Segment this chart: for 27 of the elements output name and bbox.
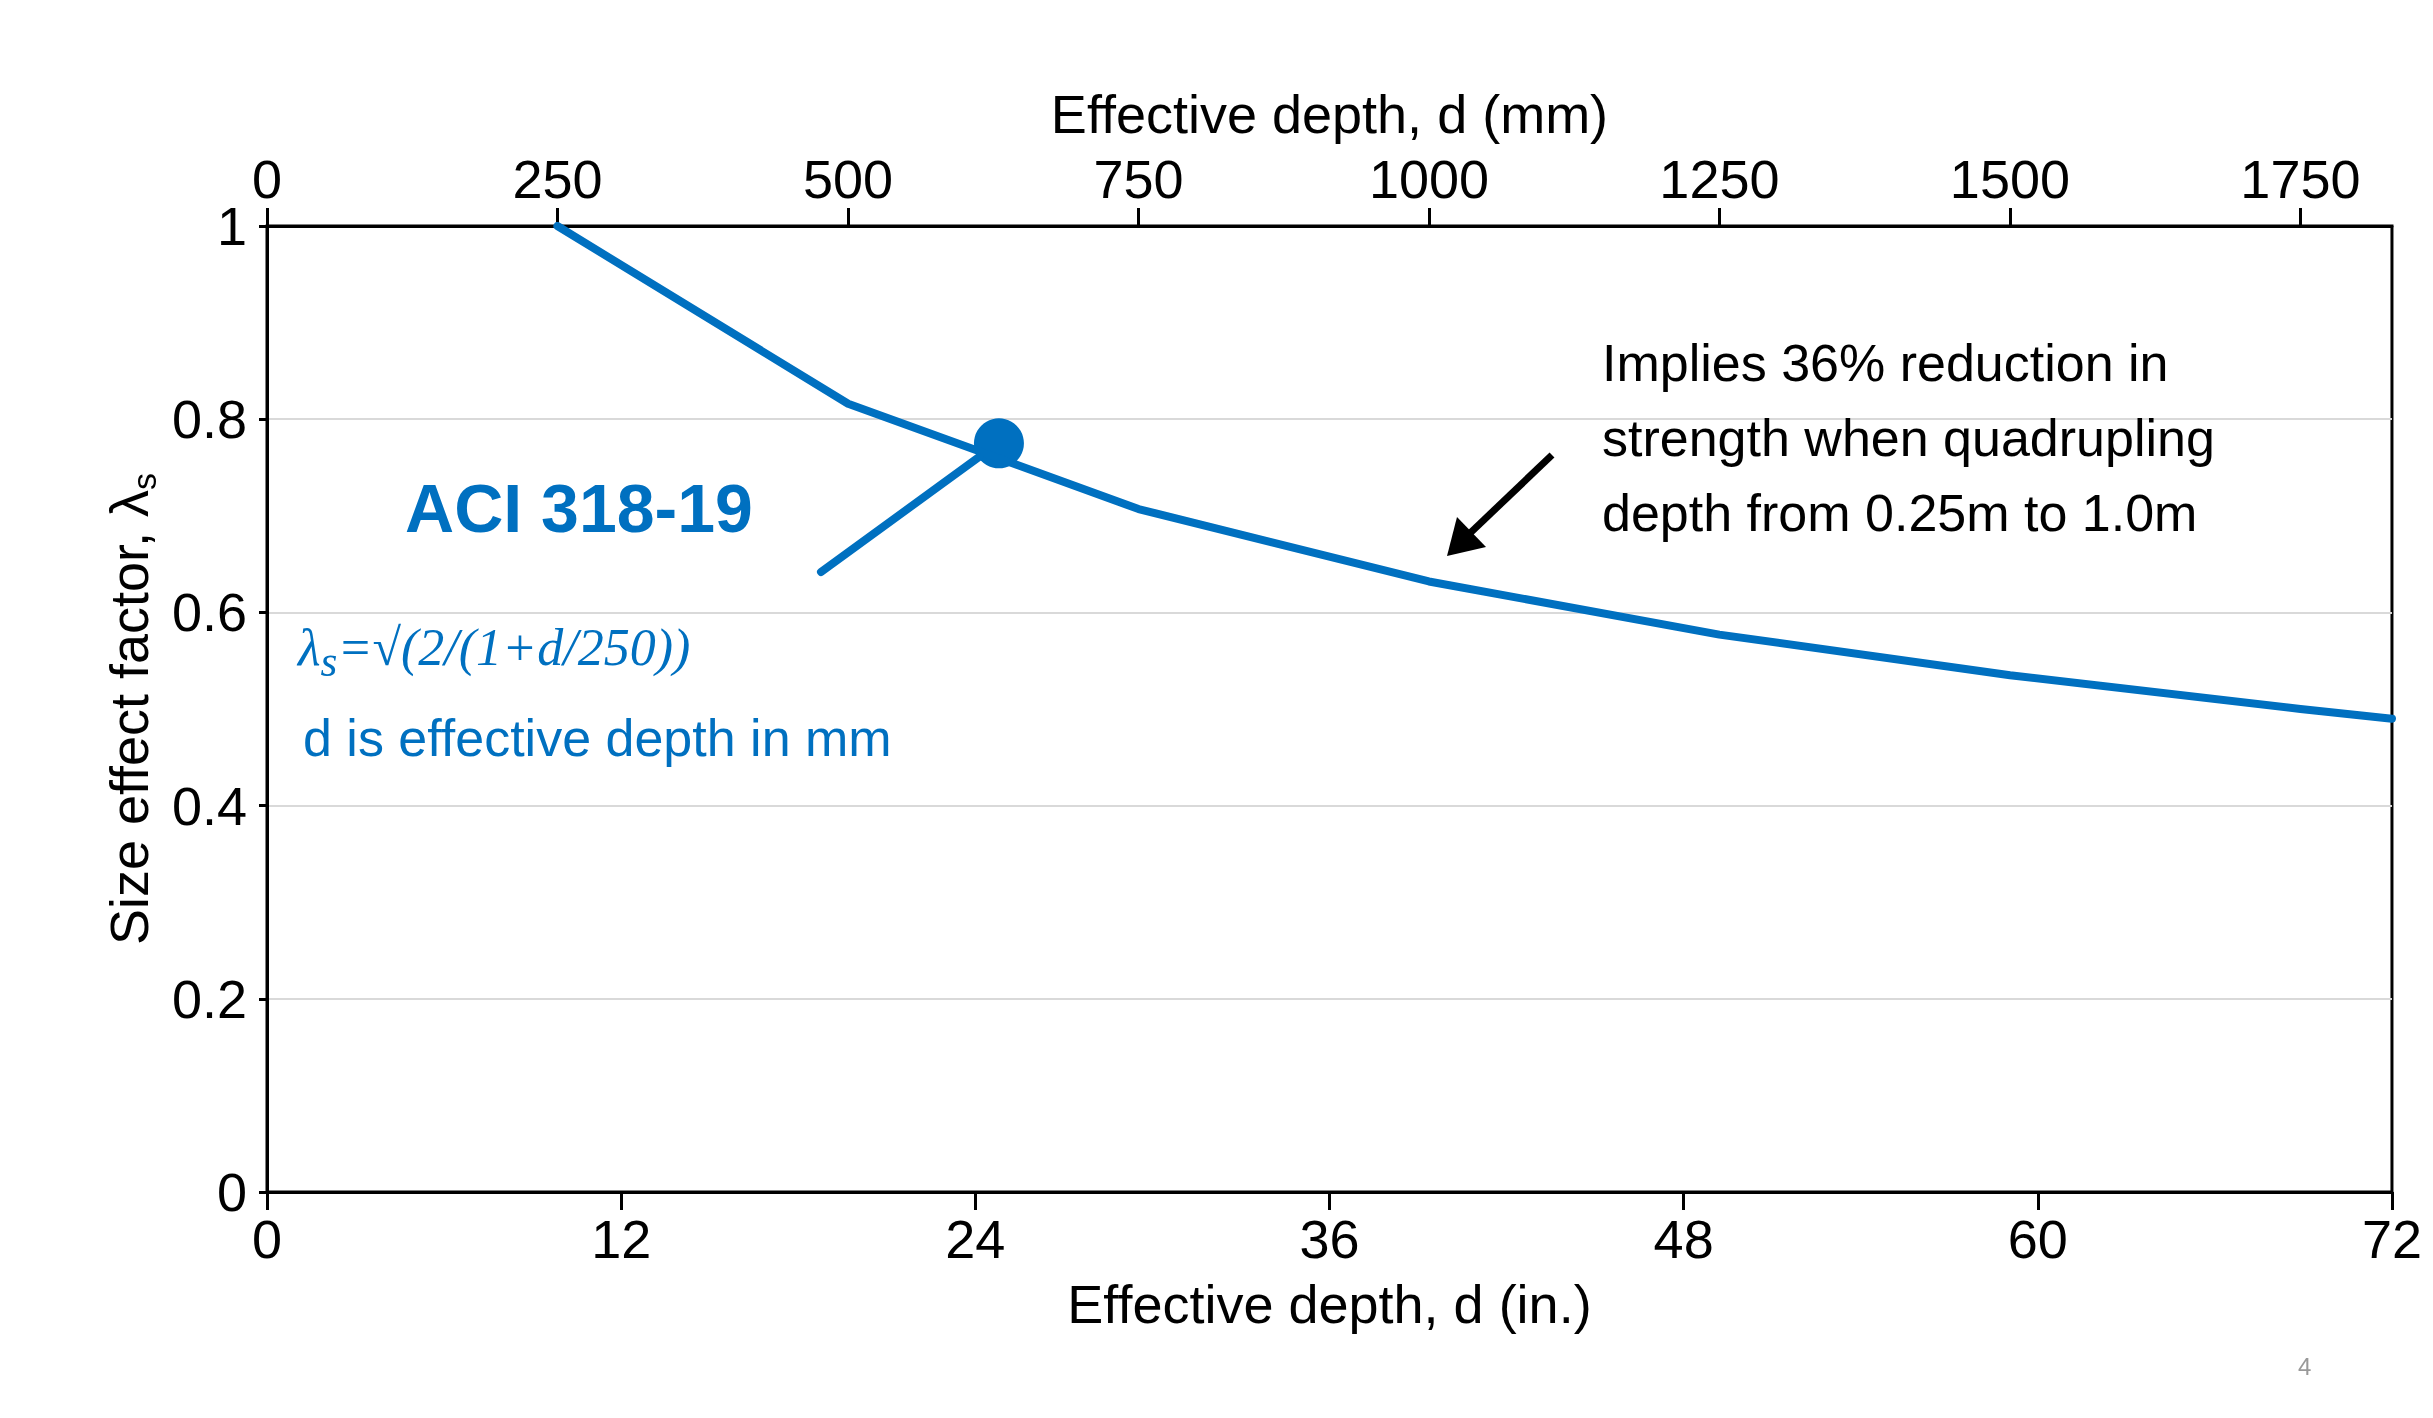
x2-tick-label: 1750	[2240, 149, 2361, 209]
x2-tick-label: 750	[1093, 149, 1184, 209]
x-tick-label: 72	[2361, 1209, 2423, 1269]
annotation: Implies 36% reduction in strength when quadrupling depth from 0.25m to 1.0m	[1602, 333, 2216, 544]
y-tick-label: 0	[216, 1162, 247, 1222]
y-tick-label: 0.6	[171, 582, 247, 643]
y-axis-title: Size effect factor, λs	[99, 472, 164, 946]
y-tick-label: 1	[216, 196, 247, 256]
x2-tick-label: 250	[512, 149, 603, 209]
y-tick-label: 0.2	[171, 968, 247, 1029]
x-tick-label: 12	[591, 1209, 652, 1269]
x2-axis-title: Effective depth, d (mm)	[1050, 84, 1609, 144]
legend-label: ACI 318-19	[405, 470, 753, 547]
x-axis-title: Effective depth, d (in.)	[1067, 1274, 1592, 1334]
x2-tick-label: 1250	[1659, 149, 1780, 209]
x-tick-label: 60	[2007, 1209, 2068, 1269]
annotation: λ$_{s}$=√(2/(1+d/250))	[298, 618, 691, 687]
y-tick-label: 0.4	[171, 775, 247, 836]
x-tick-label: 36	[1299, 1209, 1360, 1269]
annotation: d is effective depth in mm	[303, 708, 892, 768]
x2-tick-label: 500	[802, 149, 894, 209]
x2-tick-label: 1000	[1368, 149, 1490, 209]
x2-tick-label: 1500	[1949, 149, 2070, 209]
x-tick-label: 24	[945, 1209, 1006, 1269]
text: 4	[2298, 1353, 2312, 1381]
x-tick-label: 48	[1653, 1209, 1714, 1269]
y-tick-label: 0.8	[171, 389, 247, 450]
